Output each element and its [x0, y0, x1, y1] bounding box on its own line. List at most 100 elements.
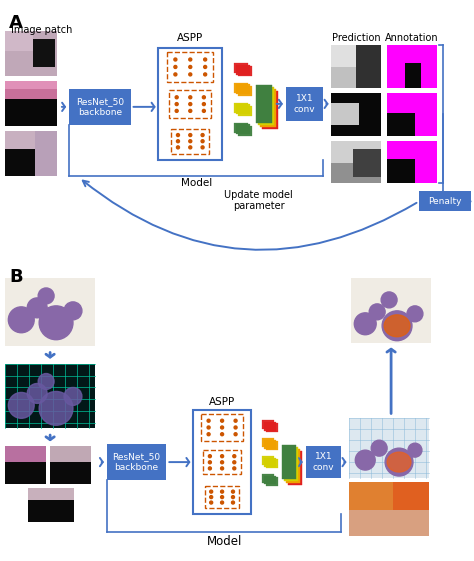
Bar — [33, 39, 55, 67]
Circle shape — [220, 461, 224, 464]
Bar — [238, 66, 252, 76]
Circle shape — [202, 96, 205, 99]
Bar — [5, 278, 95, 346]
Circle shape — [189, 58, 192, 61]
Bar — [262, 456, 274, 465]
Bar — [331, 45, 381, 88]
Circle shape — [207, 433, 210, 436]
Bar — [282, 445, 296, 479]
Bar — [169, 90, 211, 118]
Circle shape — [220, 467, 224, 470]
Circle shape — [189, 103, 192, 105]
Circle shape — [209, 467, 211, 470]
Bar — [258, 87, 274, 125]
Bar — [5, 81, 57, 99]
Bar — [50, 462, 91, 484]
Bar — [264, 458, 276, 467]
Circle shape — [176, 134, 180, 136]
Bar — [5, 31, 57, 76]
Circle shape — [220, 433, 224, 436]
Bar — [234, 103, 248, 113]
Bar — [331, 45, 381, 67]
Bar — [236, 65, 250, 75]
Bar — [266, 477, 278, 486]
Circle shape — [385, 448, 413, 476]
Bar — [5, 364, 95, 428]
Bar — [331, 93, 381, 136]
Bar — [356, 45, 381, 88]
Circle shape — [64, 302, 82, 320]
Bar — [256, 85, 272, 123]
Bar — [353, 149, 381, 177]
Circle shape — [220, 490, 224, 493]
Bar — [107, 444, 166, 480]
Circle shape — [9, 307, 34, 333]
Circle shape — [209, 454, 211, 458]
Text: A: A — [9, 15, 23, 33]
Text: Prediction: Prediction — [332, 33, 381, 43]
Bar — [260, 89, 276, 127]
Circle shape — [175, 103, 178, 105]
Bar — [5, 446, 46, 484]
Circle shape — [220, 426, 224, 429]
Circle shape — [209, 461, 211, 464]
Bar — [351, 278, 431, 343]
Bar — [387, 93, 437, 113]
Bar — [236, 85, 250, 94]
Bar — [262, 438, 274, 447]
Bar — [349, 482, 429, 510]
Bar — [28, 488, 74, 522]
Circle shape — [189, 96, 192, 99]
Text: B: B — [9, 268, 23, 286]
Circle shape — [204, 58, 207, 61]
Bar — [201, 414, 243, 441]
Bar — [262, 420, 274, 429]
Bar — [5, 81, 57, 126]
Circle shape — [175, 109, 178, 112]
Bar — [5, 149, 35, 176]
Circle shape — [204, 66, 207, 68]
Text: 1X1
conv: 1X1 conv — [294, 94, 315, 113]
Circle shape — [233, 454, 236, 458]
Bar — [264, 422, 276, 431]
Bar — [28, 500, 74, 522]
Circle shape — [220, 454, 224, 458]
Circle shape — [369, 304, 385, 320]
Circle shape — [220, 419, 224, 422]
Bar — [288, 451, 301, 485]
Bar — [387, 93, 437, 136]
Bar — [5, 446, 46, 462]
Text: 1X1
conv: 1X1 conv — [313, 452, 334, 472]
Bar — [387, 141, 437, 183]
Circle shape — [234, 426, 237, 429]
Bar — [415, 93, 437, 136]
Circle shape — [210, 490, 213, 493]
Bar — [5, 131, 57, 176]
Circle shape — [381, 292, 397, 308]
Bar — [167, 52, 213, 82]
Circle shape — [176, 140, 180, 142]
Bar — [203, 450, 241, 475]
Text: ASPP: ASPP — [209, 397, 235, 407]
Circle shape — [39, 306, 73, 340]
Bar — [286, 87, 323, 121]
Bar — [158, 48, 222, 159]
Bar — [349, 510, 429, 536]
Circle shape — [189, 140, 192, 142]
Text: Update model
parameter: Update model parameter — [225, 190, 293, 211]
Bar — [349, 419, 429, 478]
Bar — [349, 482, 393, 536]
Text: ResNet_50
backbone: ResNet_50 backbone — [112, 452, 161, 472]
Ellipse shape — [384, 315, 410, 337]
Bar — [331, 103, 359, 125]
Circle shape — [207, 426, 210, 429]
Bar — [266, 459, 278, 468]
Bar — [264, 440, 276, 449]
Bar — [387, 45, 437, 88]
Circle shape — [210, 495, 213, 499]
Bar — [387, 159, 415, 183]
Circle shape — [201, 134, 204, 136]
Circle shape — [175, 96, 178, 99]
Bar — [5, 31, 33, 51]
Circle shape — [234, 419, 237, 422]
